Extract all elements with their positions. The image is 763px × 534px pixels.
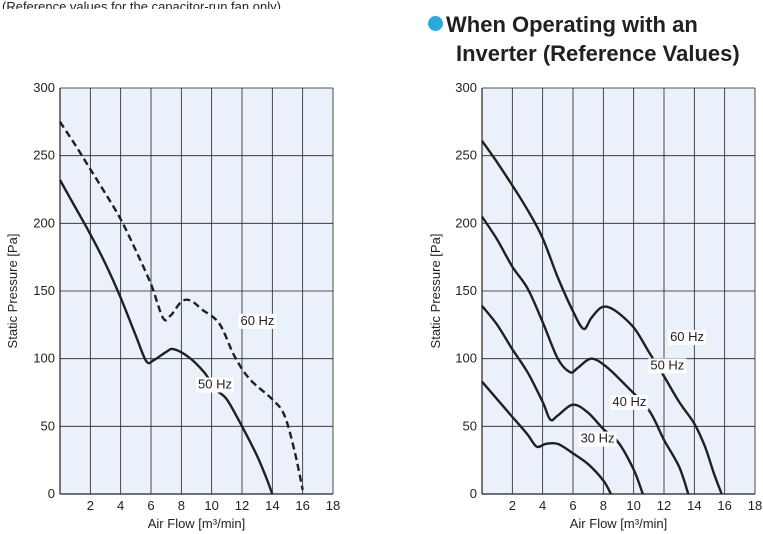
- chart-inverter: 2 4 6 8 10 12 14 16 18 0 50 100 150 200 250 300 Air Flow…: [428, 80, 762, 531]
- y-tick-label: 150: [33, 283, 55, 298]
- y-tick-label: 50: [463, 418, 477, 433]
- x-tick-label: 18: [326, 498, 340, 513]
- curve-50hz: [58, 179, 274, 495]
- chart-capacitor-run: 2 4 6 8 10 12 14 16 18 0 50 100 150 200 250 300 Air Flow…: [5, 80, 340, 531]
- curve-label-bg: [578, 431, 617, 447]
- y-tick-label: 0: [48, 486, 55, 501]
- y-tick-label: 300: [455, 80, 477, 95]
- curve-40hz: [481, 305, 644, 495]
- curve-label-bg: [648, 358, 687, 374]
- heading-line-2: Inverter (Reference Values): [456, 41, 740, 66]
- x-tick-label: 8: [600, 498, 607, 513]
- x-tick-label: 2: [509, 498, 516, 513]
- x-tick-label: 4: [539, 498, 546, 513]
- x-axis-label: Air Flow [m³/min]: [148, 516, 246, 531]
- y-tick-label: 200: [455, 215, 477, 230]
- y-tick-label: 100: [33, 351, 55, 366]
- x-tick-label: 14: [265, 498, 279, 513]
- curve-label-50hz: 50 Hz: [198, 376, 232, 391]
- curve-label-group: 50 Hz: [648, 357, 687, 374]
- top-note: (Reference values for the capacitor-run …: [2, 0, 281, 9]
- x-tick-label: 2: [87, 498, 94, 513]
- curve-label-40hz: 40 Hz: [612, 394, 646, 409]
- y-axis-label: Static Pressure [Pa]: [428, 234, 443, 349]
- curve-label-bg: [668, 330, 707, 346]
- y-tick-label: 300: [33, 80, 55, 95]
- x-tick-label: 6: [147, 498, 154, 513]
- curve-label-60hz: 60 Hz: [240, 313, 274, 328]
- y-tick-label: 250: [455, 148, 477, 163]
- curve-50hz: [480, 215, 690, 495]
- x-tick-label: 16: [295, 498, 309, 513]
- x-tick-label: 18: [748, 498, 762, 513]
- y-tick-label: 0: [470, 486, 477, 501]
- curve-30hz: [481, 380, 612, 495]
- y-tick-label: 200: [33, 215, 55, 230]
- y-tick-label: 50: [41, 418, 55, 433]
- x-tick-label: 16: [717, 498, 731, 513]
- x-tick-label: 12: [657, 498, 671, 513]
- curve-label-group: 40 Hz: [610, 394, 649, 411]
- curve-label-group: 60 Hz: [238, 313, 277, 329]
- curve-60hz: [481, 140, 723, 495]
- x-tick-label: 6: [569, 498, 576, 513]
- y-tick-label: 150: [455, 283, 477, 298]
- curve-label-bg: [196, 377, 234, 393]
- x-axis-label: Air Flow [m³/min]: [570, 516, 668, 531]
- curve-label-30hz: 30 Hz: [581, 431, 615, 446]
- curve-label-bg: [610, 395, 649, 411]
- x-tick-label: 10: [204, 498, 218, 513]
- curve-label-group: 60 Hz: [668, 329, 707, 346]
- inverter-heading: When Operating with an Inverter (Referen…: [428, 10, 740, 68]
- y-tick-label: 100: [455, 351, 477, 366]
- bullet-icon: [428, 16, 443, 31]
- curve-label-group: 30 Hz: [578, 431, 617, 447]
- y-tick-label: 250: [33, 148, 55, 163]
- x-tick-label: 10: [626, 498, 640, 513]
- x-tick-label: 8: [178, 498, 185, 513]
- curve-60hz: [58, 121, 304, 491]
- curve-label-50hz: 50 Hz: [650, 357, 684, 372]
- y-axis-label: Static Pressure [Pa]: [5, 234, 20, 349]
- curve-label-60hz: 60 Hz: [670, 329, 704, 344]
- x-tick-label: 14: [687, 498, 701, 513]
- x-tick-label: 12: [235, 498, 249, 513]
- heading-line-1: When Operating with an: [446, 12, 698, 37]
- curve-label-bg: [238, 313, 277, 329]
- x-tick-label: 4: [117, 498, 124, 513]
- curve-label-group: 50 Hz: [196, 376, 234, 393]
